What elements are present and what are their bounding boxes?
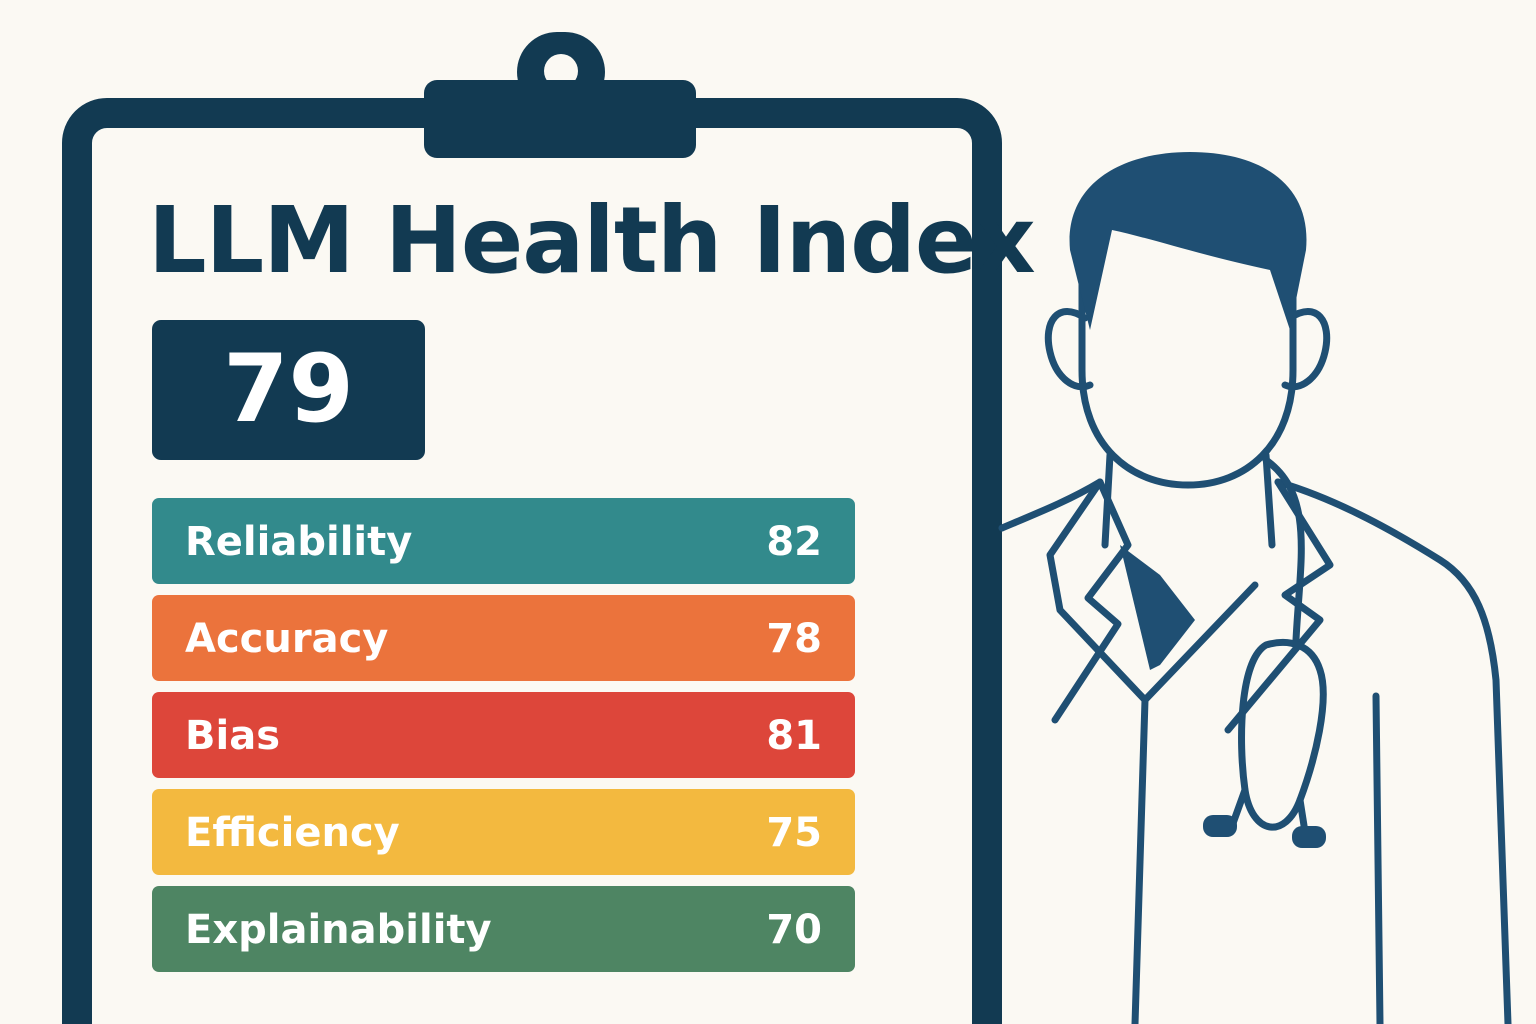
stethoscope-earpiece-left	[1203, 815, 1237, 837]
metric-label: Reliability	[185, 519, 413, 565]
metric-row-explainability: Explainability 70	[152, 886, 855, 972]
metric-list: Reliability 82 Accuracy 78 Bias 81 Effic…	[152, 498, 855, 983]
metric-value: 75	[766, 810, 822, 856]
metric-value: 81	[766, 713, 822, 759]
doctor-icon	[998, 248, 1512, 1024]
metric-label: Bias	[185, 713, 280, 759]
metric-label: Explainability	[185, 907, 492, 953]
stethoscope-icon	[1228, 456, 1327, 836]
metric-label: Efficiency	[185, 810, 400, 856]
doctor-hair	[1069, 152, 1307, 330]
doctor-scrubs	[1120, 545, 1195, 670]
metric-row-accuracy: Accuracy 78	[152, 595, 855, 681]
page-title: LLM Health Index	[148, 187, 1036, 294]
metric-value: 82	[766, 519, 822, 565]
metric-label: Accuracy	[185, 616, 389, 662]
metric-value: 70	[766, 907, 822, 953]
metric-row-efficiency: Efficiency 75	[152, 789, 855, 875]
overall-score-value: 79	[223, 335, 354, 444]
overall-score-badge: 79	[152, 320, 425, 460]
metric-value: 78	[766, 616, 822, 662]
stethoscope-earpiece-right	[1292, 826, 1326, 848]
metric-row-bias: Bias 81	[152, 692, 855, 778]
metric-row-reliability: Reliability 82	[152, 498, 855, 584]
